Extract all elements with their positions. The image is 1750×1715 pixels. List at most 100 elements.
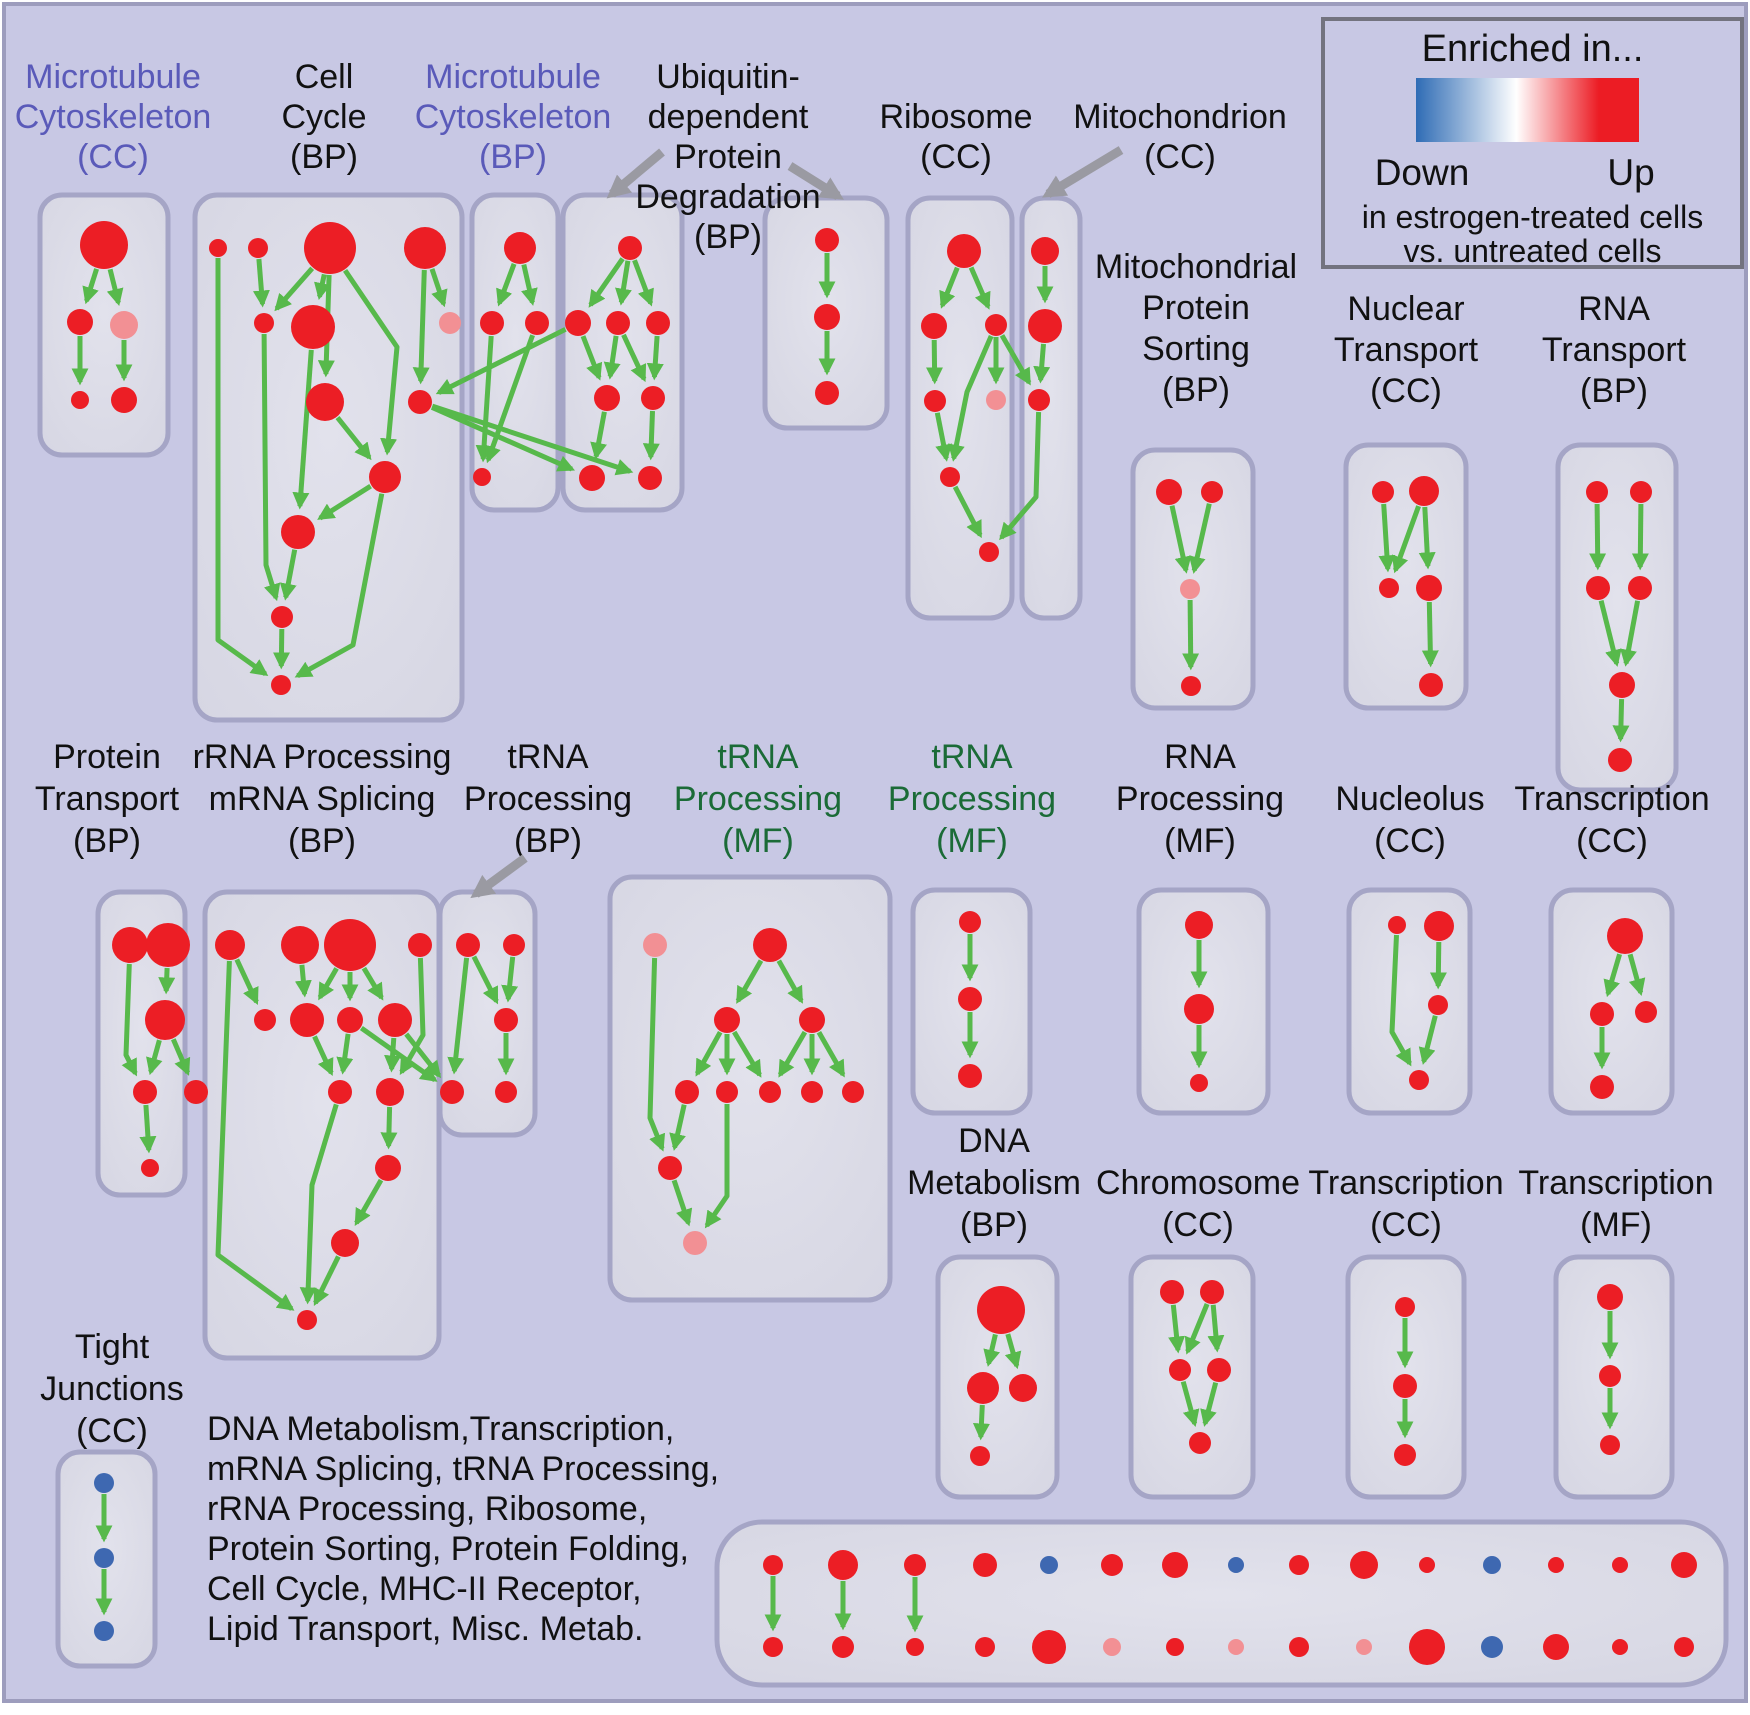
misc-note-line: Cell Cycle, MHC-II Receptor, — [207, 1570, 642, 1608]
go-term-node — [828, 1550, 858, 1580]
edge-arrow — [671, 1179, 693, 1227]
go-term-node — [759, 1081, 781, 1103]
go-term-node — [1228, 1639, 1244, 1655]
edge-arrow — [588, 257, 625, 308]
edge-arrow — [642, 410, 660, 461]
go-term-node — [209, 239, 227, 257]
go-term-node — [970, 1446, 990, 1466]
go-term-node — [141, 1159, 159, 1177]
go-term-node — [1289, 1637, 1309, 1657]
edge-arrow — [1033, 343, 1051, 384]
edge-arrow — [1184, 1303, 1210, 1355]
edge-arrow — [82, 268, 99, 305]
go-term-node — [565, 310, 591, 336]
cluster-label-microtubule-cc: Cytoskeleton — [15, 98, 212, 136]
go-term-node — [439, 312, 461, 334]
cluster-label-rna-transport: (BP) — [1580, 372, 1648, 410]
cluster-label-rrna-mrna: mRNA Splicing — [209, 780, 436, 818]
cluster-label-mito-sorting: Sorting — [1142, 330, 1250, 368]
cluster-label-nuclear-transport: (CC) — [1370, 372, 1442, 410]
go-term-node — [801, 1081, 823, 1103]
legend-down-label: Down — [1374, 152, 1470, 193]
edge-arrow — [121, 963, 138, 1077]
edge-arrow — [647, 957, 666, 1152]
cluster-label-microtubule-bp: Microtubule — [425, 58, 601, 96]
edge-arrow — [952, 485, 983, 539]
edge-arrow — [354, 1178, 384, 1226]
edge-arrow — [934, 412, 953, 462]
go-term-node — [618, 236, 642, 260]
go-term-node — [940, 467, 960, 487]
cluster-label-microtubule-cc: Microtubule — [25, 58, 201, 96]
go-term-node — [924, 390, 946, 412]
cluster-label-transcription-cc: (CC) — [1576, 822, 1648, 860]
edge-arrow — [447, 957, 470, 1075]
go-term-node — [94, 1621, 114, 1641]
go-term-node — [525, 311, 549, 335]
go-term-node — [408, 390, 432, 414]
cluster-label-rrna-mrna: (BP) — [288, 822, 356, 860]
go-term-node — [579, 465, 605, 491]
go-term-node — [921, 313, 947, 339]
cluster-label-mitochondrion: (CC) — [1144, 138, 1216, 176]
edge-arrow — [1392, 505, 1421, 574]
label-pointer-arrow — [1041, 146, 1124, 198]
go-term-node — [1674, 1637, 1694, 1657]
go-term-node — [1483, 1556, 1501, 1574]
go-term-node — [304, 222, 356, 274]
go-term-node — [375, 1155, 401, 1181]
edge-arrow — [299, 1103, 339, 1305]
go-term-node — [376, 1078, 404, 1106]
go-term-node — [1608, 748, 1632, 772]
cluster-label-mito-sorting: (BP) — [1162, 371, 1230, 409]
edge-arrow — [695, 1030, 723, 1077]
cluster-label-trna-mf: (MF) — [722, 822, 794, 860]
cluster-label-trna-mf: tRNA — [717, 738, 799, 776]
go-term-node — [1185, 911, 1213, 939]
cluster-label-mito-sorting: Mitochondrial — [1095, 248, 1297, 286]
cluster-label-dna-metabolism: (BP) — [960, 1206, 1028, 1244]
go-term-node — [643, 933, 667, 957]
edge-arrow — [621, 333, 647, 383]
edge-arrow — [313, 1255, 341, 1307]
go-term-node — [1031, 237, 1059, 265]
cluster-label-protein-transport: Protein — [53, 738, 161, 776]
edge-arrow — [939, 266, 960, 309]
edge-arrow — [1180, 1380, 1200, 1427]
go-term-node — [291, 305, 335, 349]
edge-arrow — [274, 266, 315, 312]
go-term-node — [641, 386, 665, 410]
go-term-node — [440, 1080, 464, 1104]
edge-arrow — [521, 264, 538, 306]
go-term-node — [495, 1081, 517, 1103]
go-term-node — [986, 390, 1006, 410]
go-term-node — [494, 1008, 518, 1032]
edge-arrow — [1589, 503, 1607, 571]
go-term-node — [112, 927, 148, 963]
go-term-node — [1394, 1444, 1416, 1466]
cluster-label-chromosome: (CC) — [1162, 1206, 1234, 1244]
go-term-node — [1409, 1070, 1429, 1090]
go-term-node — [480, 311, 504, 335]
go-term-node — [1586, 481, 1608, 503]
go-term-node — [906, 1638, 924, 1656]
go-term-node — [1207, 1358, 1231, 1382]
edge-arrow — [429, 268, 448, 308]
edge-arrow — [968, 266, 991, 310]
go-term-node — [1612, 1557, 1628, 1573]
cluster-label-trna-mf-2: tRNA — [931, 738, 1013, 776]
edge-arrow — [361, 966, 384, 1001]
go-term-node — [111, 387, 137, 413]
cluster-label-tight-junctions: (CC) — [76, 1412, 148, 1450]
edge-arrow — [146, 1039, 163, 1076]
edge-arrow — [972, 1404, 990, 1441]
cluster-label-microtubule-bp: Cytoskeleton — [415, 98, 612, 136]
go-term-node — [1612, 1639, 1628, 1655]
cluster-box-chromosome — [1128, 1254, 1256, 1500]
edge-arrow — [1631, 503, 1649, 571]
go-term-node — [1424, 911, 1454, 941]
edge-arrow — [669, 1104, 687, 1151]
go-term-node — [248, 238, 268, 258]
go-term-node — [94, 1473, 114, 1493]
legend-up-label: Up — [1607, 152, 1655, 193]
